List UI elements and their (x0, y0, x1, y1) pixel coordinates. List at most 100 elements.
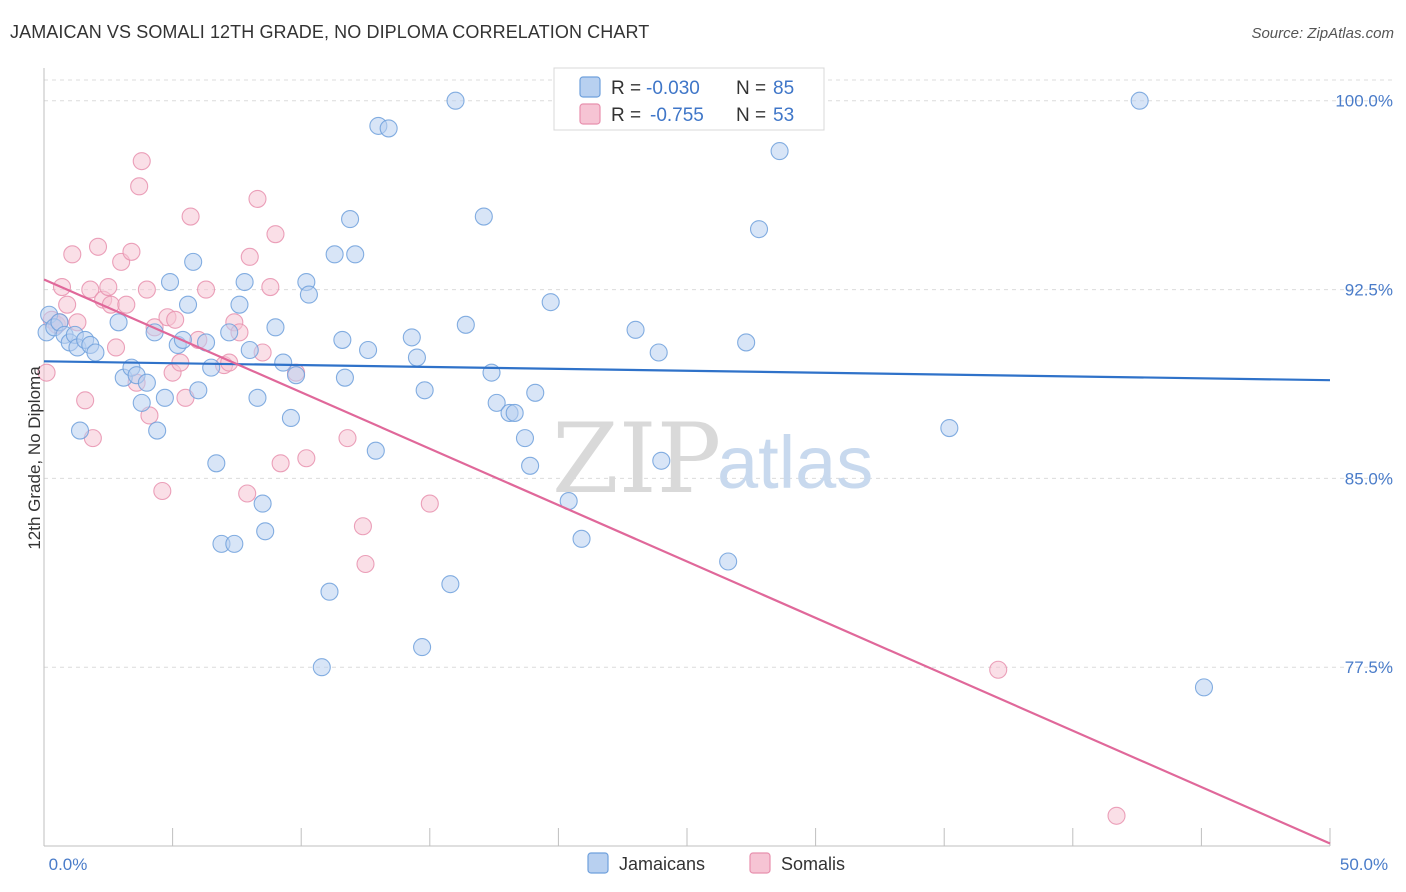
jamaican-point (940, 418, 959, 438)
jamaican-point (137, 373, 156, 392)
jamaican-point (341, 210, 360, 229)
jamaican-point (320, 582, 339, 601)
somali-point (356, 554, 375, 574)
somali-point (137, 280, 156, 299)
bottom-legend-swatch-jamaicans (587, 852, 609, 874)
somali-point (37, 363, 56, 382)
y-tick-labels: 77.5% 85.0% 92.5% 100.0% (1335, 92, 1393, 678)
chart-title: JAMAICAN VS SOMALI 12TH GRADE, NO DIPLOM… (10, 22, 650, 42)
jamaican-point (379, 119, 398, 138)
jamaican-point (441, 575, 460, 594)
legend-r-label-somalis: R = (611, 105, 641, 126)
bottom-legend-somalis: Somalis (781, 854, 845, 874)
jamaican-point (402, 328, 421, 347)
legend-r-value-jamaicans: -0.030 (646, 78, 700, 99)
jamaican-point (749, 220, 769, 239)
jamaican-point (256, 522, 275, 541)
grid-lines (44, 79, 1394, 668)
jamaican-point (202, 358, 221, 377)
jamaican-point (526, 383, 545, 402)
x-tick-labels: 0.0% 50.0% (49, 855, 1388, 874)
legend-n-value-jamaicans: 85 (773, 78, 794, 99)
somali-point (989, 660, 1008, 679)
bottom-legend-jamaicans: Jamaicans (619, 854, 705, 874)
jamaican-point (346, 245, 365, 264)
jamaican-point (109, 313, 128, 332)
jamaican-point (572, 529, 591, 548)
somali-point (1107, 806, 1126, 825)
jamaican-point (719, 552, 738, 571)
jamaican-point (274, 353, 293, 372)
bottom-legend-swatch-somalis (749, 852, 771, 874)
jamaican-point (770, 142, 789, 161)
y-tick-label: 92.5% (1345, 281, 1393, 300)
somali-point (238, 484, 257, 503)
jamaican-point (335, 368, 354, 387)
jamaican-point (474, 207, 493, 226)
jamaican-point (415, 381, 434, 400)
jamaican-point (333, 330, 352, 349)
legend-r-value-somalis: -0.755 (650, 105, 704, 126)
y-tick-label: 85.0% (1345, 469, 1393, 488)
jamaican-point (413, 638, 432, 657)
jamaican-point (266, 318, 285, 337)
somalis-trend-line (43, 278, 1331, 845)
legend-n-label-somalis: N = (736, 105, 766, 126)
y-tick-label: 77.5% (1345, 658, 1393, 677)
jamaican-point (366, 441, 385, 460)
somali-point (88, 237, 108, 256)
somali-point (153, 481, 172, 501)
jamaican-point (482, 363, 501, 382)
watermark: ZIP atlas (552, 403, 873, 515)
jamaican-point (626, 320, 645, 339)
somali-point (58, 295, 77, 314)
jamaican-point (225, 534, 244, 553)
y-tick-label: 100.0% (1335, 92, 1393, 111)
jamaican-point (359, 340, 378, 360)
somali-point (353, 517, 372, 536)
y-axis-label: 12th Grade, No Diploma (25, 366, 44, 550)
jamaican-point (220, 323, 239, 342)
jamaican-point (248, 388, 267, 407)
somali-point (81, 280, 100, 299)
jamaicans-trend-line (43, 360, 1331, 382)
trend-lines (43, 278, 1331, 845)
watermark-atlas: atlas (717, 421, 873, 504)
somali-point (420, 494, 439, 513)
jamaican-point (312, 658, 331, 677)
jamaican-point (446, 91, 465, 110)
series-legend: Jamaicans Somalis (587, 852, 845, 874)
jamaican-point (86, 343, 105, 362)
somali-point (271, 454, 290, 473)
jamaican-point (240, 340, 259, 360)
jamaican-point (148, 421, 167, 440)
jamaican-point (407, 348, 426, 367)
x-tick-label: 50.0% (1340, 855, 1388, 874)
watermark-zip: ZIP (552, 403, 721, 515)
somali-point (338, 429, 357, 448)
legend-n-label-jamaicans: N = (736, 78, 766, 99)
jamaican-point (155, 388, 174, 407)
jamaican-point (235, 272, 254, 292)
jamaican-point (207, 454, 226, 473)
jamaican-point (515, 429, 535, 448)
jamaican-point (184, 252, 203, 271)
somali-point (196, 280, 216, 299)
stats-legend: R = -0.030 N = 85 R = -0.755 N = 53 (553, 67, 825, 131)
somali-point (122, 242, 141, 261)
jamaican-point (456, 315, 475, 334)
somali-point (130, 177, 149, 196)
somali-point (132, 152, 151, 171)
somali-point (266, 225, 285, 244)
jamaican-point (132, 393, 151, 412)
somali-point (248, 189, 267, 208)
chart-source: Source: ZipAtlas.com (1251, 25, 1394, 42)
somali-point (240, 247, 259, 266)
somali-point (166, 310, 185, 329)
jamaican-point (1130, 91, 1149, 110)
somali-point (117, 295, 136, 314)
jamaican-point (652, 451, 671, 470)
somali-point (181, 207, 200, 226)
x-tick-label: 0.0% (49, 855, 88, 874)
jamaican-point (505, 403, 524, 422)
